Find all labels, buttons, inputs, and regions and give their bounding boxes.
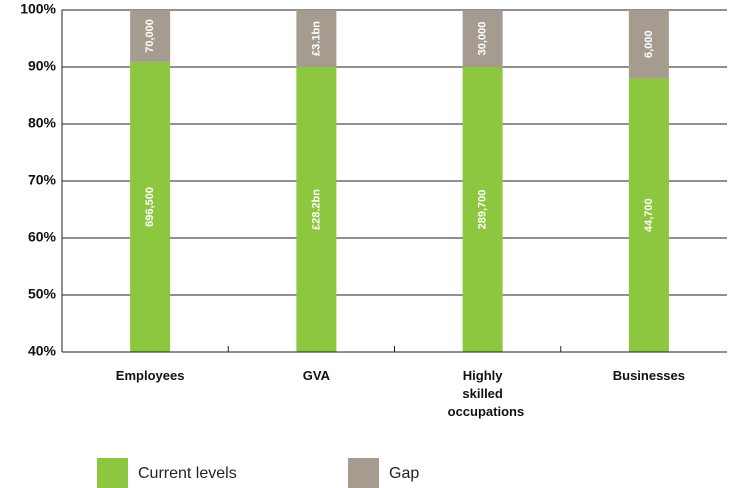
bar-segment [130, 61, 171, 353]
segment-label: 30,000 [477, 22, 489, 56]
y-tick-label: 40% [28, 343, 57, 359]
bar-segment [130, 10, 171, 62]
x-tick-label: GVA [302, 368, 330, 383]
legend-swatch [348, 458, 379, 488]
bar-segment [462, 10, 503, 67]
segment-label: 6,000 [643, 30, 655, 58]
segment-label: 70,000 [144, 19, 156, 53]
bar-segment [628, 78, 669, 353]
x-tick-label: Businesses [612, 368, 685, 383]
y-tick-label: 50% [28, 286, 57, 302]
bar-segment [628, 10, 669, 79]
segment-label: 696,500 [144, 187, 156, 227]
x-tick-label: Employees [115, 368, 185, 383]
bar-segment [462, 67, 503, 352]
y-tick-label: 60% [28, 229, 57, 245]
segment-label: 44,700 [643, 198, 655, 232]
legend-swatch [97, 458, 128, 488]
x-tick-label: Highly skilled occupations [447, 368, 525, 419]
segment-label: £28.2bn [310, 189, 322, 230]
y-tick-label: 70% [28, 172, 57, 188]
segment-label: £3.1bn [310, 21, 322, 56]
legend-label: Gap [389, 465, 419, 482]
segment-label: 289,700 [477, 190, 489, 230]
y-tick-label: 80% [28, 115, 57, 131]
bar-segment [296, 10, 337, 67]
y-tick-label: 100% [20, 1, 56, 17]
bar-segment [296, 67, 337, 352]
legend-label: Current levels [138, 465, 237, 482]
y-tick-label: 90% [28, 58, 57, 74]
